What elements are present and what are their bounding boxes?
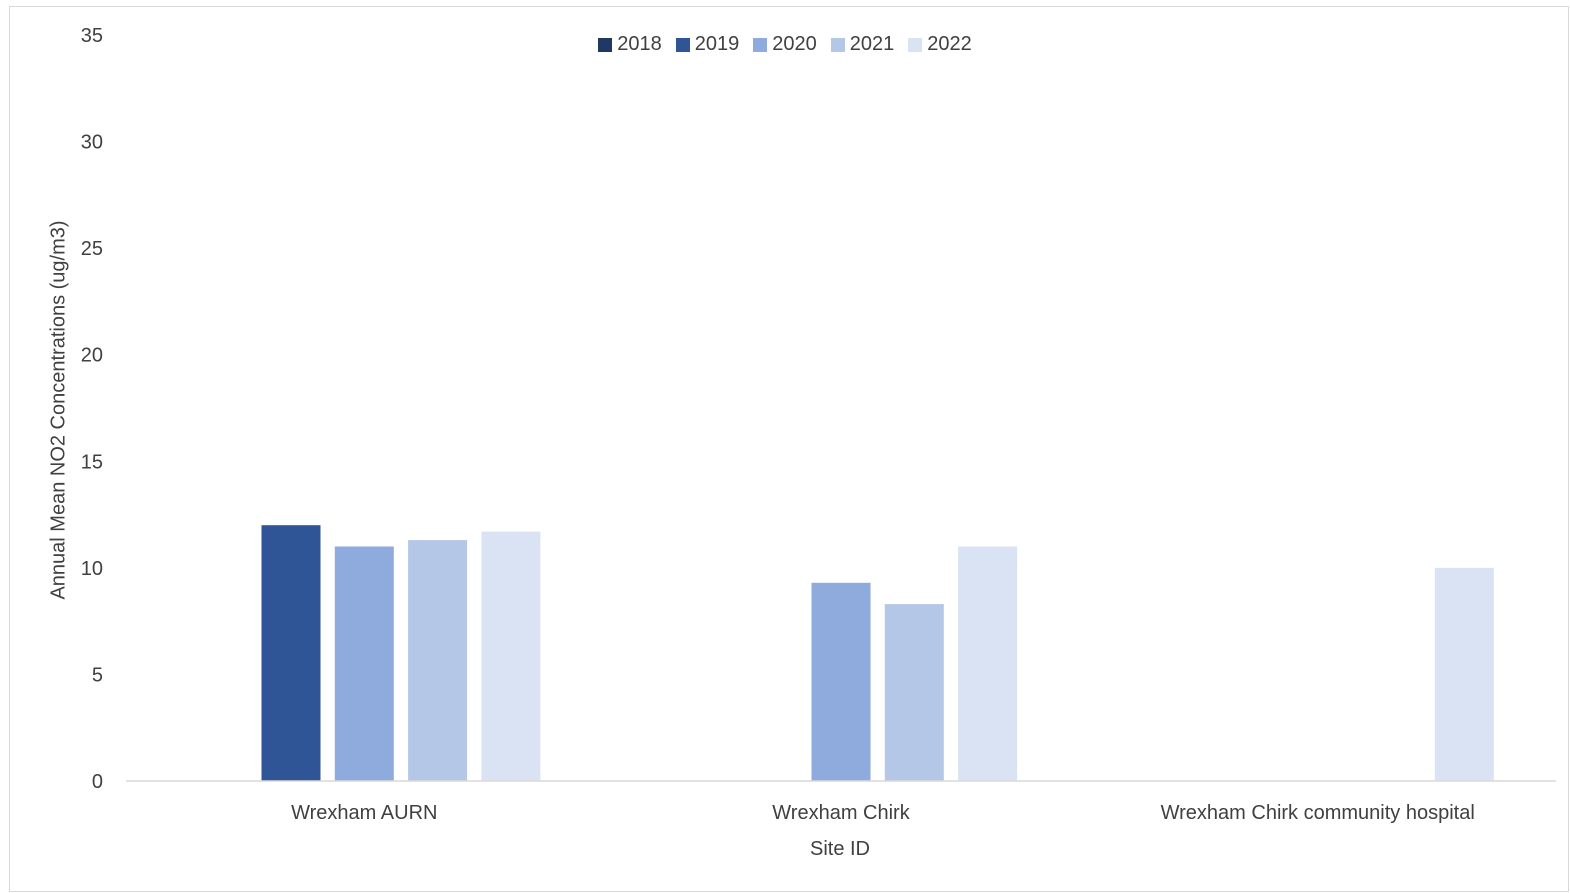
y-tick-label: 5	[92, 664, 103, 686]
bar-2020-1	[811, 582, 871, 781]
y-axis-label: Annual Mean NO2 Concentrations (ug/m3)	[47, 220, 70, 600]
legend-swatch	[753, 37, 768, 52]
legend-label: 2021	[849, 33, 895, 55]
bar-2021-0	[408, 540, 468, 781]
x-axis-label: Site ID	[809, 838, 871, 860]
y-tick-label: 0	[92, 771, 103, 793]
legend: 2018 2019 2020 2021 2022	[0, 33, 1570, 56]
legend-label: 2020	[772, 33, 817, 55]
bar-2019-0	[261, 525, 321, 781]
legend-item-2020: 2020	[753, 33, 817, 56]
bars	[261, 525, 1494, 781]
bar-2022-0	[481, 531, 541, 781]
legend-swatch	[675, 37, 690, 52]
legend-label: 2018	[617, 33, 662, 55]
x-axis-ticks: Wrexham AURN Wrexham Chirk Wrexham Chirk c…	[291, 802, 1475, 824]
legend-swatch	[830, 37, 845, 52]
legend-item-2022: 2022	[908, 33, 972, 56]
legend-item-2018: 2018	[598, 33, 662, 56]
legend-item-2021: 2021	[830, 33, 895, 56]
y-tick-label: 30	[81, 132, 103, 154]
legend-swatch	[598, 37, 613, 52]
bar-2022-1	[958, 546, 1018, 781]
x-tick-label: Wrexham AURN	[291, 802, 437, 824]
x-tick-label: Wrexham Chirk	[772, 802, 910, 824]
y-tick-label: 35	[81, 25, 103, 47]
y-axis-ticks: 0 5 10 15 20 25 30 35	[81, 25, 103, 793]
legend-item-2019: 2019	[675, 33, 740, 56]
legend-label: 2019	[694, 33, 740, 55]
y-tick-label: 10	[81, 558, 103, 580]
legend-swatch	[908, 37, 923, 52]
x-tick-label: Wrexham Chirk community hospital	[1161, 802, 1475, 824]
bar-2020-0	[334, 546, 394, 781]
bar-2021-1	[884, 604, 944, 781]
y-tick-label: 15	[81, 451, 103, 473]
legend-label: 2022	[927, 33, 972, 55]
bar-2022-2	[1434, 567, 1494, 781]
y-tick-label: 25	[81, 238, 103, 260]
y-tick-label: 20	[81, 345, 103, 367]
